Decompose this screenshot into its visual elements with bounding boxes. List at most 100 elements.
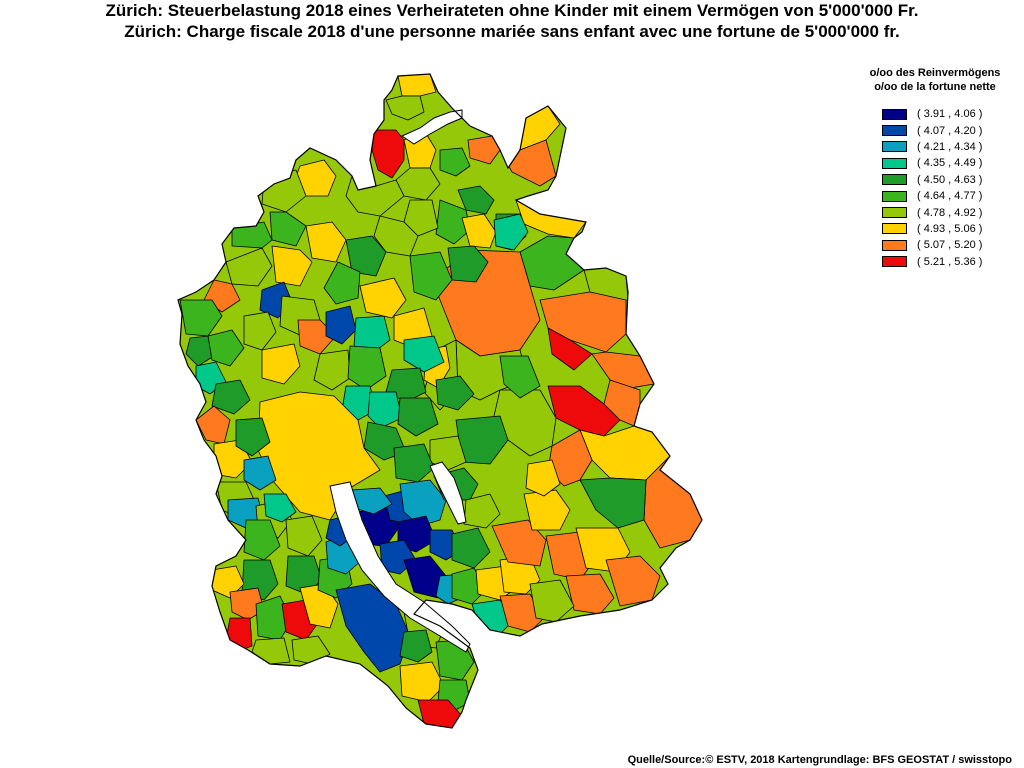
municipality (447, 245, 489, 283)
municipality (397, 74, 437, 97)
legend-item: ( 4.50 , 4.63 ) (882, 172, 1020, 188)
legend-label: ( 4.64 , 4.77 ) (917, 190, 983, 203)
legend-swatch (882, 223, 907, 235)
legend-swatch (882, 190, 907, 202)
municipality (271, 245, 313, 287)
legend-label: ( 4.07 , 4.20 ) (917, 124, 983, 137)
legend-item: ( 4.35 , 4.49 ) (882, 155, 1020, 171)
municipality (399, 479, 447, 527)
legend-item: ( 5.21 , 5.36 ) (882, 254, 1020, 270)
municipality (547, 385, 621, 437)
lake-zurich (329, 481, 471, 653)
municipality (493, 213, 529, 251)
municipality (195, 405, 231, 445)
legend-label: ( 5.21 , 5.36 ) (917, 255, 983, 268)
municipality (185, 335, 215, 367)
municipality (243, 519, 281, 561)
municipality (403, 199, 439, 237)
legend-title-french: o/oo de la fortune nette (874, 81, 996, 93)
municipality (435, 375, 475, 411)
legend-label: ( 5.07 , 5.20 ) (917, 239, 983, 252)
legend-item: ( 4.21 , 4.34 ) (882, 139, 1020, 155)
municipality (605, 555, 661, 607)
municipality (359, 277, 407, 319)
municipality (529, 579, 575, 623)
municipality (499, 593, 545, 633)
municipality (525, 459, 561, 497)
legend-label: ( 4.93 , 5.06 ) (917, 222, 983, 235)
legend-title-german: o/oo des Reinvermögens (869, 67, 1001, 79)
municipality (231, 221, 273, 249)
legend-classes: ( 3.91 , 4.06 ) ( 4.07 , 4.20 ) ( 4.21 , 4… (860, 106, 1020, 270)
legend-label: ( 3.91 , 4.06 ) (917, 108, 983, 121)
municipality (285, 515, 323, 557)
legend-item: ( 3.91 , 4.06 ) (882, 106, 1020, 122)
source-credit: Quelle/Source:© ESTV, 2018 Kartengrundla… (627, 754, 1012, 766)
municipality (313, 349, 351, 391)
municipality (323, 261, 361, 305)
municipality (547, 327, 593, 371)
legend-title: o/oo des Reinvermögens o/oo de la fortun… (860, 66, 1010, 94)
legend-item: ( 5.07 , 5.20 ) (882, 237, 1020, 253)
lake-greifensee (429, 461, 467, 525)
municipality (579, 477, 647, 529)
municipality (263, 493, 297, 523)
municipality (367, 391, 403, 429)
municipality (211, 379, 251, 415)
legend-swatch (882, 157, 907, 169)
title-german: Zürich: Steuerbelastung 2018 eines Verhe… (105, 1, 919, 20)
municipality (439, 147, 471, 177)
municipality (345, 235, 387, 277)
map-title: Zürich: Steuerbelastung 2018 eines Verhe… (0, 0, 1024, 42)
legend-swatch (882, 256, 907, 268)
canton-border (177, 73, 703, 729)
municipality (393, 443, 435, 483)
municipality (335, 583, 411, 673)
municipality (243, 311, 277, 351)
municipality (225, 617, 253, 653)
municipality (305, 221, 347, 263)
municipality (499, 355, 541, 399)
legend-swatch (882, 141, 907, 153)
legend-label: ( 4.35 , 4.49 ) (917, 157, 983, 170)
municipality (225, 247, 273, 287)
legend-item: ( 4.64 , 4.77 ) (882, 188, 1020, 204)
legend-item: ( 4.78 , 4.92 ) (882, 204, 1020, 220)
municipality (397, 397, 439, 437)
municipality (353, 315, 391, 353)
municipality (457, 185, 495, 215)
municipality (385, 95, 425, 121)
legend-swatch (882, 108, 907, 120)
municipality (229, 587, 265, 621)
municipality (269, 211, 307, 247)
municipality (451, 527, 491, 569)
rhine-river (400, 109, 463, 145)
map-legend: o/oo des Reinvermögens o/oo de la fortun… (860, 66, 1020, 270)
municipality (251, 637, 291, 665)
municipality (399, 661, 445, 703)
municipality (347, 345, 387, 391)
municipality (261, 343, 301, 385)
lakes-layer (329, 109, 471, 653)
legend-swatch (882, 207, 907, 219)
municipality (235, 417, 271, 457)
municipality (409, 251, 453, 301)
legend-item: ( 4.07 , 4.20 ) (882, 122, 1020, 138)
municipality (491, 519, 547, 567)
legend-swatch (882, 239, 907, 251)
municipality (179, 299, 223, 337)
legend-item: ( 4.93 , 5.06 ) (882, 221, 1020, 237)
municipality (371, 129, 405, 179)
legend-swatch (882, 125, 907, 137)
canton-border-line (177, 73, 703, 729)
municipality (243, 455, 277, 491)
legend-label: ( 4.50 , 4.63 ) (917, 173, 983, 186)
title-french: Zürich: Charge fiscale 2018 d'une person… (124, 22, 900, 41)
municipality (467, 135, 501, 165)
municipality (399, 629, 433, 663)
municipality (461, 213, 497, 249)
legend-swatch (882, 174, 907, 186)
legend-label: ( 4.21 , 4.34 ) (917, 140, 983, 153)
